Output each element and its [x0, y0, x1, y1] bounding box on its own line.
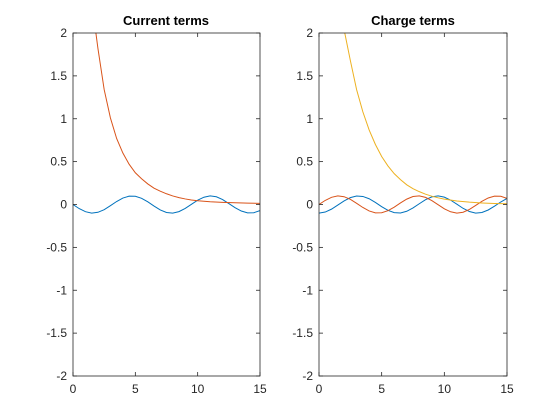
- title-charge-terms: Charge terms: [371, 13, 455, 28]
- y-tick-label: 2: [306, 26, 313, 40]
- axes-box: [72, 32, 261, 377]
- y-tick-label: 1.5: [296, 69, 313, 83]
- y-tick-label: -0.5: [46, 240, 67, 254]
- y-tick-label: 0: [306, 198, 313, 212]
- plot-area-charge-terms: [319, 33, 507, 214]
- y-tick-label: -1.5: [292, 326, 313, 340]
- x-tick-label: 10: [438, 382, 452, 396]
- plot-area-current-terms: [73, 33, 260, 214]
- x-tick-label: 5: [132, 382, 139, 396]
- y-tick-label: -2: [56, 369, 67, 383]
- x-tick-label: 10: [191, 382, 205, 396]
- x-tick-label: 15: [253, 382, 267, 396]
- x-tick-label: 0: [70, 382, 77, 396]
- y-tick-label: -1.5: [46, 326, 67, 340]
- y-tick-label: 1: [306, 112, 313, 126]
- axes-box: [318, 32, 508, 377]
- x-tick-label: 0: [316, 382, 323, 396]
- axes-current-terms: Current terms 0 5 10 15 -2 -1.5 -1 -0.5 0 0.5 1 1.5…: [46, 13, 267, 396]
- y-tick-label: -2: [302, 369, 313, 383]
- y-tick-label: 1: [60, 112, 67, 126]
- series-line-2: [319, 195, 507, 214]
- axes-charge-terms: Charge terms 0 5 10 15 -2 -1.5 -1 -0.5 0 0.5 1 1.5 2: [292, 13, 514, 396]
- series-line-1: [319, 195, 507, 214]
- y-tick-label: 0.5: [296, 155, 313, 169]
- y-tick-label: 0.5: [50, 155, 67, 169]
- title-current-terms: Current terms: [123, 13, 209, 28]
- series-line-2: [95, 33, 260, 204]
- x-tick-label: 15: [500, 382, 514, 396]
- y-tick-label: 2: [60, 26, 67, 40]
- x-tick-label: 5: [378, 382, 385, 396]
- series-line-3: [344, 33, 507, 205]
- series-line-1: [73, 195, 260, 214]
- y-tick-label: 0: [60, 198, 67, 212]
- y-tick-label: -1: [56, 283, 67, 297]
- y-tick-label: -1: [302, 283, 313, 297]
- y-tick-label: -0.5: [292, 240, 313, 254]
- y-tick-label: 1.5: [50, 69, 67, 83]
